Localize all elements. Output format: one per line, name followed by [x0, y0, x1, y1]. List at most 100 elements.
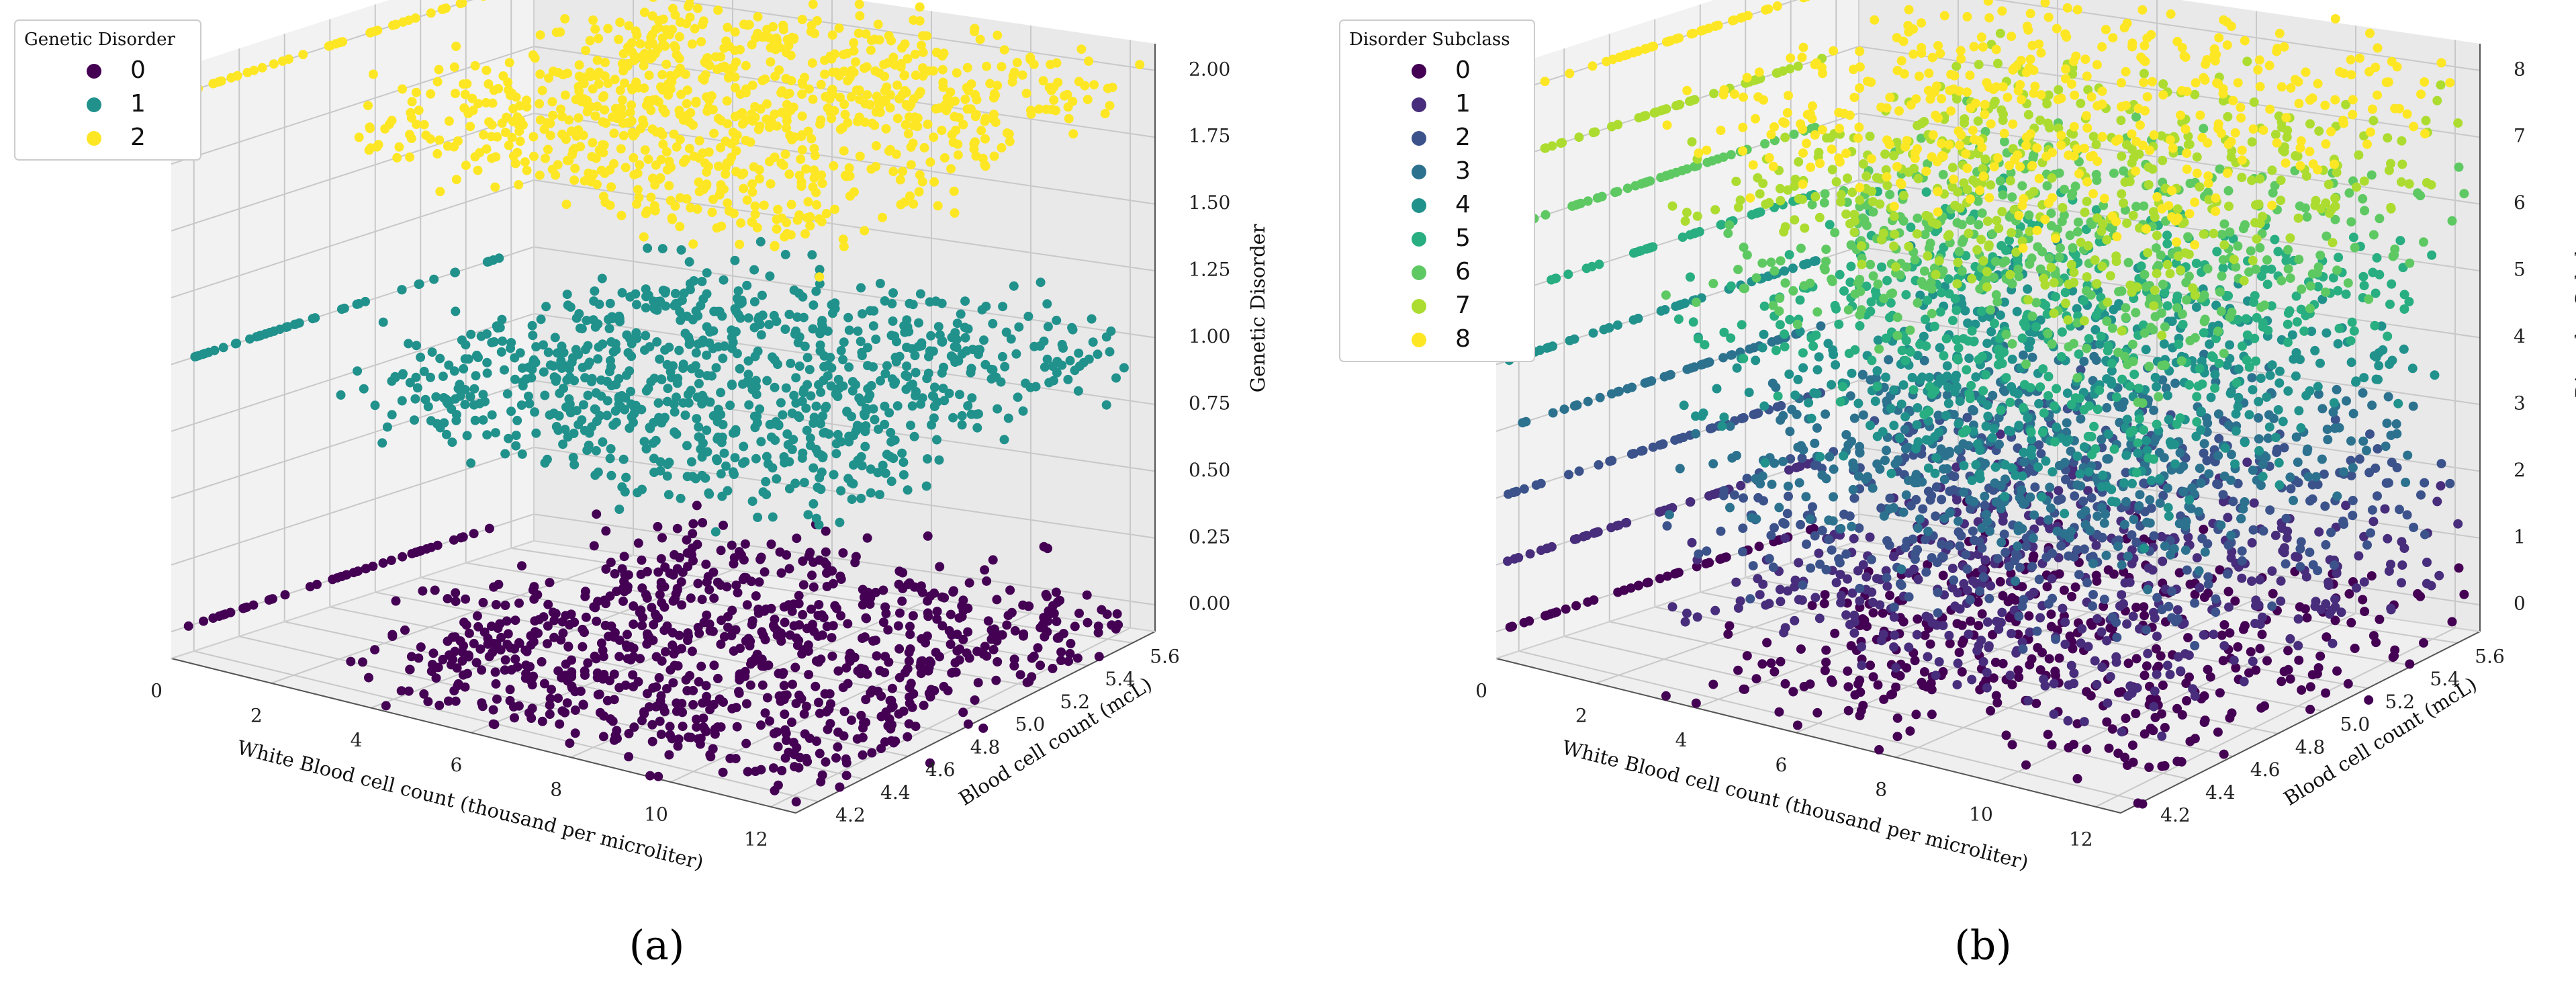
data-point-0 — [723, 622, 733, 632]
data-point-0 — [2344, 589, 2354, 599]
data-point-2 — [812, 200, 821, 210]
data-point-0 — [545, 709, 555, 720]
data-point-2 — [570, 163, 580, 173]
data-point-0 — [545, 578, 555, 588]
data-point-1 — [1052, 315, 1062, 325]
data-point-1 — [950, 328, 960, 338]
data-point-1 — [750, 351, 760, 361]
data-point-1 — [641, 331, 651, 341]
data-point-2 — [896, 200, 906, 210]
data-point-0 — [549, 615, 559, 626]
data-point-2 — [909, 15, 919, 25]
data-point-0 — [835, 571, 845, 581]
data-point-0 — [1819, 599, 1829, 609]
data-point-1 — [511, 431, 521, 440]
data-point-0 — [2358, 595, 2368, 605]
data-point-0 — [660, 562, 670, 572]
data-point-3 — [1785, 427, 1795, 437]
data-point-0 — [787, 718, 796, 727]
data-point-1 — [909, 431, 919, 441]
data-point-2 — [510, 159, 520, 169]
data-point-2 — [866, 45, 876, 55]
data-point-3 — [2184, 502, 2194, 511]
data-point-2 — [2027, 562, 2037, 572]
data-point-1 — [875, 279, 885, 288]
data-point-1 — [2049, 709, 2059, 719]
data-point-1 — [492, 321, 502, 331]
data-point-1 — [2007, 629, 2017, 638]
data-point-3 — [1816, 321, 1826, 331]
data-point-1 — [908, 379, 917, 389]
data-point-0 — [2366, 571, 2377, 581]
data-point-3 — [1847, 521, 1857, 531]
data-point-1 — [1784, 465, 1794, 475]
data-point-0 — [2321, 632, 2332, 642]
data-point-0 — [925, 656, 935, 666]
data-point-1 — [2354, 551, 2364, 561]
data-point-3 — [2339, 467, 2349, 477]
data-point-1 — [2310, 601, 2320, 611]
data-point-1 — [669, 399, 679, 409]
data-point-2 — [2321, 540, 2331, 550]
data-point-0 — [677, 600, 687, 610]
data-point-0 — [988, 644, 999, 654]
data-point-0 — [1002, 620, 1012, 630]
data-point-0 — [688, 529, 698, 539]
data-point-0 — [897, 596, 907, 606]
data-point-1 — [844, 325, 854, 335]
z-tick-label: 1.75 — [1189, 125, 1230, 147]
data-point-0 — [821, 547, 831, 557]
data-point-1 — [1101, 400, 1111, 410]
data-point-0 — [673, 741, 683, 751]
data-point-1 — [377, 438, 387, 448]
data-point-2 — [582, 107, 592, 117]
data-point-0 — [2070, 582, 2080, 592]
data-point-0 — [2148, 726, 2158, 736]
data-point-2 — [548, 110, 558, 120]
data-point-1 — [839, 337, 849, 347]
data-point-2 — [2034, 574, 2044, 585]
z-tick-label: 1.50 — [1189, 191, 1230, 214]
data-point-2 — [909, 121, 919, 130]
data-point-0 — [678, 722, 688, 732]
data-point-3 — [1898, 507, 1908, 517]
data-point-2 — [459, 79, 468, 89]
data-point-0 — [1048, 664, 1058, 673]
data-point-0 — [562, 698, 572, 708]
data-point-2 — [827, 30, 837, 40]
data-point-1 — [1872, 574, 1882, 584]
data-point-3 — [2113, 399, 2123, 409]
data-point-0 — [2013, 665, 2023, 675]
data-point-4 — [1633, 313, 1643, 323]
data-point-1 — [643, 384, 653, 394]
data-point-1 — [749, 265, 760, 275]
data-point-3 — [1982, 517, 1992, 527]
data-point-3 — [1708, 459, 1718, 469]
data-point-1 — [641, 303, 651, 313]
data-point-1 — [506, 343, 516, 353]
data-point-1 — [863, 343, 872, 353]
data-point-2 — [1796, 519, 1806, 529]
data-point-2 — [640, 145, 650, 155]
data-point-2 — [1782, 509, 1792, 519]
data-point-0 — [524, 708, 534, 718]
data-point-0 — [872, 651, 882, 661]
data-point-0 — [2285, 674, 2295, 684]
data-point-3 — [2092, 511, 2103, 521]
data-point-1 — [886, 437, 896, 447]
data-point-1 — [797, 453, 807, 463]
data-point-1 — [811, 401, 821, 411]
data-point-2 — [660, 107, 670, 118]
data-point-1 — [2426, 580, 2436, 591]
data-point-0 — [1097, 605, 1107, 615]
data-point-3 — [1559, 404, 1569, 415]
data-point-1 — [1068, 325, 1078, 335]
data-point-0 — [906, 679, 916, 689]
data-point-1 — [397, 396, 407, 406]
data-point-0 — [845, 648, 855, 658]
data-point-1 — [2125, 577, 2135, 587]
data-point-0 — [635, 654, 645, 664]
data-point-1 — [2293, 641, 2303, 650]
data-point-0 — [496, 632, 506, 642]
data-point-0 — [851, 552, 861, 562]
